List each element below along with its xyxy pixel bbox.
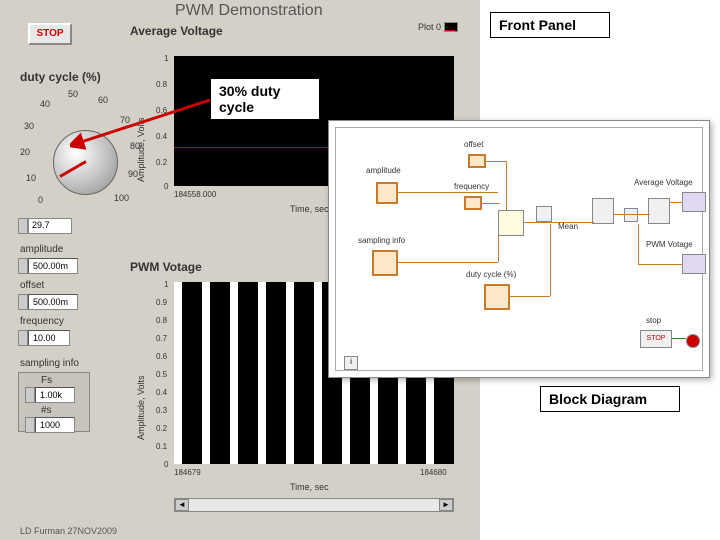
app-title: PWM Demonstration (175, 2, 323, 20)
chart2-xtick-0: 184679 (174, 468, 201, 477)
chart2-ytick-08: 0.8 (156, 316, 167, 325)
chart1-ytick-02: 0.2 (156, 158, 167, 167)
chart1-xlabel: Time, sec (290, 204, 329, 214)
chart2-ytick-04: 0.4 (156, 388, 167, 397)
bd-offset-control[interactable] (468, 154, 486, 168)
ns-label: #s (41, 405, 52, 416)
chart1-ytick-1: 1 (164, 54, 168, 63)
callout-front-panel: Front Panel (490, 12, 610, 38)
bd-stop-button[interactable]: STOP (640, 330, 672, 348)
chart1-title: Average Voltage (130, 24, 460, 38)
chart2-ytick-03: 0.3 (156, 406, 167, 415)
pwm-pulse (174, 282, 182, 464)
bd-amplitude-label: amplitude (366, 166, 401, 175)
bd-sampling-label: sampling info (358, 236, 405, 245)
frequency-field[interactable]: 10.00 (28, 330, 70, 346)
chart2-ytick-07: 0.7 (156, 334, 167, 343)
bd-multiply-node[interactable] (624, 208, 638, 222)
bd-loop-index: i (344, 356, 358, 370)
chart2-ytick-05: 0.5 (156, 370, 167, 379)
bd-avg-out-indicator[interactable] (682, 192, 706, 212)
bd-pwm-out-label: PWM Votage (646, 240, 693, 249)
bd-node-a[interactable] (536, 206, 552, 222)
knob-tick-100: 100 (114, 193, 129, 203)
frequency-label: frequency (20, 316, 64, 327)
knob-tick-30: 30 (24, 121, 34, 131)
knob-tick-10: 10 (26, 173, 36, 183)
chart2-ytick-06: 0.6 (156, 352, 167, 361)
bd-loop-condition[interactable] (686, 334, 700, 348)
fs-spinner[interactable] (25, 387, 35, 403)
chart2-ylabel: Amplitude, Volts (136, 375, 146, 440)
sampling-info-cluster: Fs 1.00k #s 1000 (18, 372, 90, 432)
chart2-ytick-09: 0.9 (156, 298, 167, 307)
chart2-ytick-0: 0 (164, 460, 168, 469)
bd-compare2-node[interactable] (648, 198, 670, 224)
pwm-pulse (230, 282, 238, 464)
scroll-left-button[interactable]: ◄ (175, 499, 189, 511)
ns-spinner[interactable] (25, 417, 35, 433)
arrow-duty-cycle-icon (70, 95, 220, 155)
stop-button[interactable]: STOP (28, 23, 72, 45)
bd-duty-label: duty cycle (%) (466, 270, 516, 279)
pwm-pulse (286, 282, 294, 464)
block-diagram-window: amplitude offset frequency sampling info… (328, 120, 710, 378)
chart2-ytick-02: 0.2 (156, 424, 167, 433)
frequency-spinner[interactable] (18, 330, 28, 346)
fs-field[interactable]: 1.00k (35, 387, 75, 403)
bd-frequency-label: frequency (454, 182, 489, 191)
bd-offset-label: offset (464, 140, 483, 149)
offset-spinner[interactable] (18, 294, 28, 310)
chart1-legend-label: Plot 0 (418, 22, 441, 32)
offset-label: offset (20, 280, 44, 291)
pwm-pulse (202, 282, 210, 464)
sampling-info-label: sampling info (20, 358, 79, 369)
offset-field[interactable]: 500.00m (28, 294, 78, 310)
pwm-pulse (314, 282, 322, 464)
scroll-right-button[interactable]: ► (439, 499, 453, 511)
average-voltage-chart: Average Voltage Plot 0 Amplitude, Volts … (130, 24, 460, 52)
bd-sampling-control[interactable] (372, 250, 398, 276)
bd-frequency-control[interactable] (464, 196, 482, 210)
knob-tick-20: 20 (20, 147, 30, 157)
callout-block-diagram: Block Diagram (540, 386, 680, 412)
footer-credit: LD Furman 27NOV2009 (20, 526, 117, 536)
scroll-track[interactable] (189, 499, 439, 511)
knob-value-spinner[interactable] (18, 218, 28, 234)
callout-duty-cycle: 30% duty cycle (210, 78, 320, 120)
amplitude-field[interactable]: 500.00m (28, 258, 78, 274)
bd-avg-out-label: Average Voltage (634, 178, 693, 187)
chart2-scrollbar[interactable]: ◄ ► (174, 498, 454, 512)
bd-amplitude-control[interactable] (376, 182, 398, 204)
ns-field[interactable]: 1000 (35, 417, 75, 433)
block-diagram-loop: amplitude offset frequency sampling info… (335, 127, 703, 371)
knob-value-field[interactable]: 29.7 (28, 218, 72, 234)
bd-duty-control[interactable] (484, 284, 510, 310)
chart2-xtick-1: 184680 (420, 468, 447, 477)
bd-mean-label: Mean (558, 222, 578, 231)
chart2-ytick-1: 1 (164, 280, 168, 289)
chart1-xtick-0: 184558.000 (174, 190, 216, 199)
chart2-ytick-01: 0.1 (156, 442, 167, 451)
chart1-legend-swatch (444, 22, 458, 32)
chart1-ytick-08: 0.8 (156, 80, 167, 89)
pwm-pulse (258, 282, 266, 464)
chart1-ytick-0: 0 (164, 182, 168, 191)
bd-signal-gen-node[interactable] (498, 210, 524, 236)
knob-label: duty cycle (%) (20, 70, 101, 84)
amplitude-label: amplitude (20, 244, 63, 255)
knob-tick-0: 0 (38, 195, 43, 205)
knob-tick-40: 40 (40, 99, 50, 109)
chart2-xlabel: Time, sec (290, 482, 329, 492)
bd-stop-label: stop (646, 316, 661, 325)
bd-compare-node[interactable] (592, 198, 614, 224)
chart1-legend: Plot 0 (418, 22, 458, 32)
fs-label: Fs (41, 375, 52, 386)
amplitude-spinner[interactable] (18, 258, 28, 274)
bd-pwm-out-indicator[interactable] (682, 254, 706, 274)
